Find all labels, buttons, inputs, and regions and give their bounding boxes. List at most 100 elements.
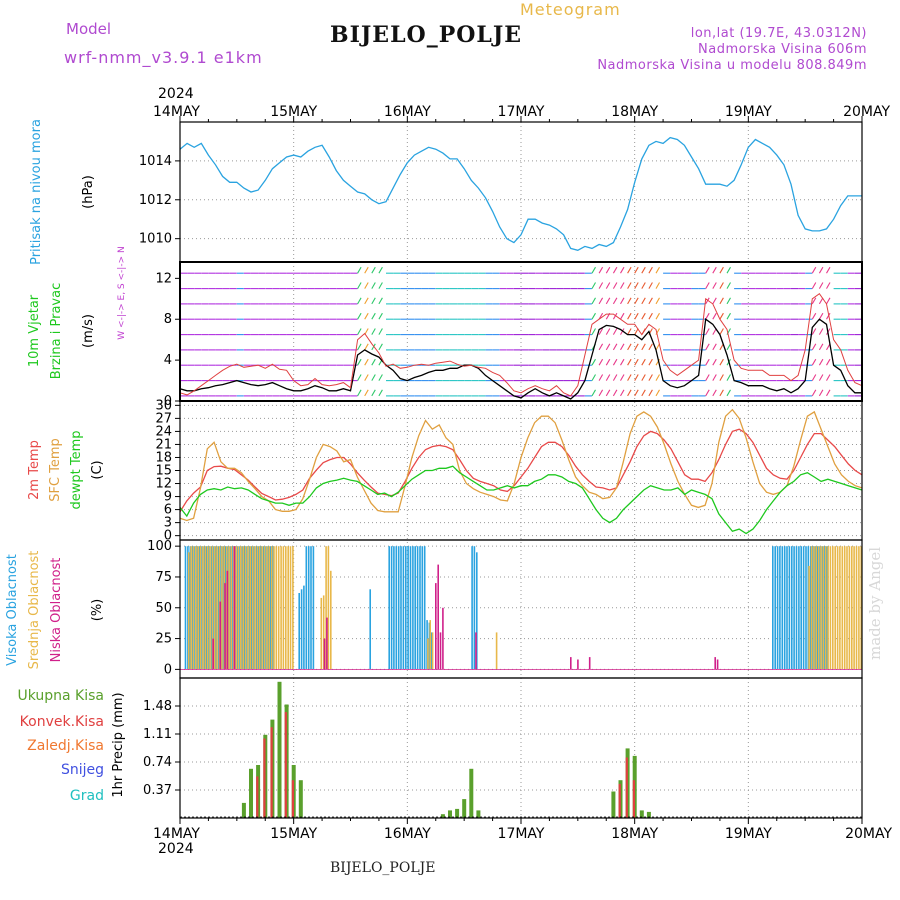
cloud-bar bbox=[251, 546, 254, 670]
top-date-tick-label: 18MAY bbox=[611, 104, 658, 120]
cloud-bar bbox=[202, 546, 204, 670]
cloud-bar bbox=[820, 546, 822, 670]
wind-arrow bbox=[357, 312, 362, 320]
pressure-ytick-label: 1010 bbox=[139, 232, 172, 247]
cloud-bar bbox=[199, 546, 202, 670]
precip-ytick-label: 1.11 bbox=[143, 727, 172, 742]
wind-ylabel-2: Brzina i Pravac bbox=[49, 283, 64, 380]
wind-arrow bbox=[627, 328, 632, 335]
wind-arrow bbox=[612, 358, 618, 366]
cloud-bar bbox=[798, 546, 800, 670]
cloud-bar bbox=[776, 546, 779, 670]
precip-legend-snow: Snijeg bbox=[61, 762, 104, 778]
temp-ylabel: 2m Temp bbox=[27, 440, 42, 500]
cloud-bar bbox=[273, 546, 275, 670]
cloud-bar bbox=[195, 546, 197, 670]
cloud-bar bbox=[263, 546, 266, 670]
cloud-bar bbox=[473, 546, 476, 670]
precip-bar bbox=[249, 768, 253, 818]
precip-bar bbox=[263, 738, 266, 818]
wind-arrow bbox=[612, 297, 618, 305]
wind-arrow bbox=[605, 374, 611, 381]
wind-arrow bbox=[811, 389, 817, 397]
model-name: wrf-nmm_v3.9.1 e1km bbox=[64, 48, 263, 67]
precip-ytick-label: 1.48 bbox=[143, 699, 172, 714]
cloud-bar bbox=[330, 570, 332, 670]
top-date-tick-label: 15MAY bbox=[270, 104, 317, 120]
product-title: Meteogram bbox=[520, 0, 621, 19]
wind-arrow bbox=[357, 374, 362, 381]
wind-arrow bbox=[705, 374, 710, 381]
cloud-ytick-label: 75 bbox=[155, 570, 172, 585]
pressure-ytick-label: 1012 bbox=[139, 193, 172, 208]
wind-arrow bbox=[371, 297, 376, 305]
bottom-date-tick-label: 14MAY bbox=[153, 826, 200, 842]
wind-arrow bbox=[357, 282, 362, 289]
cloud-bar bbox=[814, 546, 817, 670]
precip-bar bbox=[639, 810, 644, 818]
cloud-bar bbox=[810, 546, 813, 670]
cloud-bar bbox=[256, 546, 259, 670]
wind-arrow bbox=[620, 266, 625, 274]
mid-cloud-ylabel: Srednja Oblacnost bbox=[27, 551, 42, 670]
wind-arrow bbox=[627, 312, 632, 320]
cloud-ytick-label: 0 bbox=[164, 662, 172, 677]
high-cloud-ylabel: Visoka Oblacnost bbox=[5, 554, 20, 666]
temp-ytick-label: 6 bbox=[164, 503, 172, 518]
wind-arrow bbox=[726, 266, 731, 274]
wind-arrow bbox=[598, 297, 604, 305]
wind-arrow bbox=[641, 343, 646, 351]
wind-arrow bbox=[719, 328, 724, 335]
cloud-bar bbox=[800, 546, 802, 670]
precip-unit-label: 1hr Precip (mm) bbox=[111, 692, 126, 797]
cloud-panel-frame bbox=[179, 539, 863, 679]
wind-arrow bbox=[627, 389, 632, 397]
wind-arrow bbox=[818, 358, 824, 366]
cloud-bar bbox=[839, 546, 841, 670]
sfc-temp-ylabel: SFC Temp bbox=[48, 438, 63, 502]
wind-arrow bbox=[719, 282, 724, 289]
wind-arrow bbox=[726, 282, 731, 289]
cloud-bar bbox=[265, 546, 267, 670]
wind-arrow bbox=[648, 374, 653, 381]
cloud-bar bbox=[303, 585, 305, 670]
wind-arrow bbox=[620, 389, 625, 397]
cloud-bar bbox=[228, 546, 230, 670]
cloud-bar bbox=[435, 583, 437, 670]
cloud-bar bbox=[237, 546, 240, 670]
pressure-ylabel: Pritisak na nivou mora bbox=[29, 119, 44, 265]
temp-unit-label: (C) bbox=[90, 460, 105, 479]
cloud-bar bbox=[289, 546, 292, 670]
wind-arrow bbox=[598, 389, 604, 397]
wind-arrow bbox=[826, 389, 831, 397]
cloud-bar bbox=[471, 546, 473, 670]
wind-arrow bbox=[818, 312, 824, 320]
wind-arrow bbox=[655, 312, 660, 320]
cloud-bar bbox=[226, 570, 229, 670]
wind-unit-label: (m/s) bbox=[81, 314, 96, 348]
precip-bar bbox=[455, 808, 460, 818]
wind-arrow bbox=[818, 343, 824, 351]
cloud-bar bbox=[495, 632, 498, 670]
wind-arrow bbox=[364, 266, 369, 274]
wind-arrow bbox=[818, 374, 824, 381]
model-altitude-label: Nadmorska Visina u modelu 808.849m bbox=[597, 58, 867, 73]
wind-arrow bbox=[612, 374, 618, 381]
wind-arrow bbox=[634, 328, 639, 335]
cloud-bar bbox=[813, 546, 815, 670]
cloud-bar bbox=[802, 546, 805, 670]
precip-bar bbox=[256, 776, 259, 818]
wind-arrow bbox=[627, 297, 632, 305]
cloud-bar bbox=[397, 546, 400, 670]
wind-arrow bbox=[378, 312, 383, 320]
wind-arrow bbox=[811, 374, 817, 381]
temp-temp2m-line bbox=[179, 428, 863, 513]
cloud-bar bbox=[258, 546, 261, 670]
wind-arrow bbox=[612, 328, 618, 335]
wind-arrow bbox=[641, 266, 646, 274]
wind-arrow bbox=[705, 266, 710, 274]
cloud-bar bbox=[224, 583, 226, 670]
cloud-bar bbox=[476, 552, 478, 670]
bottom-date-tick-label: 16MAY bbox=[384, 826, 431, 842]
wind-arrow bbox=[634, 266, 639, 274]
